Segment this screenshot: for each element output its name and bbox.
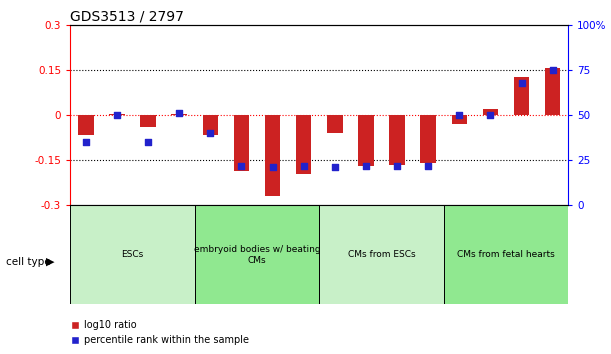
Point: [423, 163, 433, 169]
Text: GDS3513 / 2797: GDS3513 / 2797: [70, 10, 184, 24]
Text: GSM348016: GSM348016: [548, 246, 557, 292]
Text: CMs from fetal hearts: CMs from fetal hearts: [457, 250, 555, 259]
Point: [205, 130, 215, 136]
Bar: [233, 115, 249, 171]
Text: GSM348007: GSM348007: [268, 246, 277, 292]
Bar: [265, 115, 280, 196]
Bar: [327, 115, 343, 133]
Text: GSM348015: GSM348015: [517, 246, 526, 292]
Text: GSM348006: GSM348006: [237, 246, 246, 292]
Legend: log10 ratio, percentile rank within the sample: log10 ratio, percentile rank within the …: [66, 316, 254, 349]
Text: embryoid bodies w/ beating
CMs: embryoid bodies w/ beating CMs: [194, 245, 320, 264]
Text: GSM348011: GSM348011: [392, 246, 401, 292]
Point: [392, 163, 402, 169]
Text: GSM348004: GSM348004: [175, 246, 184, 292]
Bar: [172, 114, 187, 115]
Bar: [296, 115, 312, 174]
Bar: [141, 115, 156, 127]
Point: [112, 112, 122, 118]
Point: [517, 80, 527, 85]
Text: ESCs: ESCs: [122, 250, 144, 259]
Point: [299, 163, 309, 169]
Bar: [514, 78, 529, 115]
Text: GSM348002: GSM348002: [112, 246, 122, 292]
Text: GSM348003: GSM348003: [144, 246, 153, 292]
Text: ▶: ▶: [46, 257, 54, 267]
Point: [268, 165, 277, 170]
Point: [81, 139, 90, 145]
Bar: [420, 115, 436, 163]
Bar: [202, 115, 218, 135]
Text: GSM348013: GSM348013: [455, 246, 464, 292]
Bar: [483, 109, 498, 115]
Point: [174, 110, 184, 116]
Text: GSM348014: GSM348014: [486, 246, 495, 292]
Text: GSM348010: GSM348010: [362, 246, 370, 292]
Bar: [452, 115, 467, 124]
Point: [236, 163, 246, 169]
Point: [548, 67, 558, 73]
Bar: [195, 205, 320, 304]
Point: [486, 112, 496, 118]
Bar: [545, 68, 560, 115]
Text: GSM348005: GSM348005: [206, 246, 215, 292]
Bar: [320, 205, 444, 304]
Text: GSM348009: GSM348009: [331, 246, 339, 292]
Bar: [389, 115, 405, 165]
Bar: [444, 205, 568, 304]
Point: [330, 165, 340, 170]
Point: [361, 163, 371, 169]
Text: GSM348008: GSM348008: [299, 246, 308, 292]
Text: GSM348001: GSM348001: [81, 246, 90, 292]
Bar: [109, 114, 125, 115]
Bar: [78, 115, 93, 135]
Point: [455, 112, 464, 118]
Text: GSM348012: GSM348012: [423, 246, 433, 292]
Bar: [358, 115, 374, 166]
Point: [143, 139, 153, 145]
Text: CMs from ESCs: CMs from ESCs: [348, 250, 415, 259]
Bar: [70, 205, 195, 304]
Text: cell type: cell type: [6, 257, 51, 267]
